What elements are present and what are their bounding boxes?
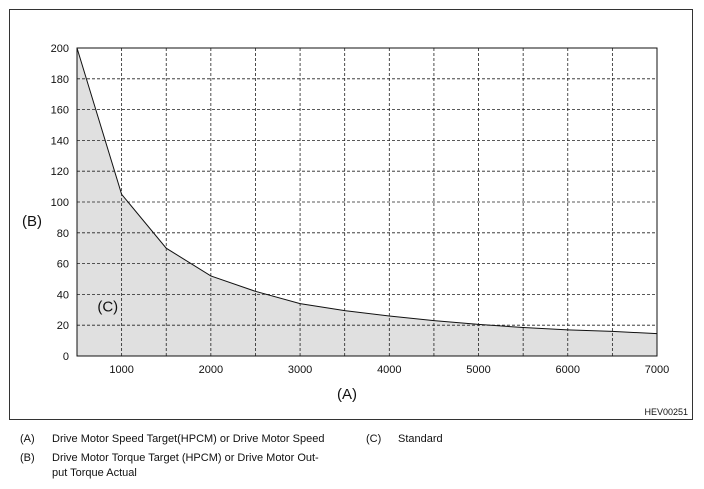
x-tick-label: 4000	[377, 364, 401, 376]
torque-curve-line	[76, 47, 658, 335]
y-tick-label: 180	[51, 74, 69, 86]
y-tick-label: 0	[63, 351, 69, 363]
x-tick-labels: 1000 2000 3000 4000 5000 6000 7000	[109, 364, 669, 376]
x-tick-label: 1000	[109, 364, 133, 376]
legend-key-c: (C)	[366, 433, 382, 445]
legend-text-b-line2: put Torque Actual	[52, 467, 137, 479]
y-tick-label: 80	[57, 228, 69, 240]
x-axis-label: (A)	[337, 386, 357, 403]
legend-text-c: Standard	[398, 433, 443, 445]
grid	[77, 48, 657, 356]
x-tick-label: 5000	[466, 364, 490, 376]
figure-frame: 1000 2000 3000 4000 5000 6000 7000 0 20 40 60 80 10…	[9, 9, 693, 420]
y-tick-label: 160	[51, 105, 69, 117]
plot-border	[76, 47, 658, 357]
y-tick-label: 200	[51, 43, 69, 55]
y-tick-labels: 0 20 40 60 80 100 120 140 160 180 200	[51, 43, 69, 363]
y-tick-label: 60	[57, 259, 69, 271]
y-tick-label: 140	[51, 135, 69, 147]
legend-key-a: (A)	[20, 433, 35, 445]
x-tick-label: 6000	[556, 364, 580, 376]
figure-code: HEV00251	[644, 407, 688, 417]
region-label-standard: (C)	[97, 298, 118, 315]
y-axis-label: (B)	[22, 213, 42, 230]
y-tick-label: 100	[51, 197, 69, 209]
x-tick-label: 3000	[288, 364, 312, 376]
y-tick-label: 40	[57, 289, 69, 301]
y-tick-label: 20	[57, 320, 69, 332]
x-tick-label: 7000	[645, 364, 669, 376]
legend-text-a: Drive Motor Speed Target(HPCM) or Drive …	[52, 433, 325, 445]
y-tick-label: 120	[51, 166, 69, 178]
torque-speed-chart: 1000 2000 3000 4000 5000 6000 7000 0 20 40 60 80 10…	[22, 43, 688, 417]
x-tick-label: 2000	[199, 364, 223, 376]
legend-text-b-line1: Drive Motor Torque Target (HPCM) or Driv…	[52, 452, 319, 464]
legend-key-b: (B)	[20, 452, 35, 464]
